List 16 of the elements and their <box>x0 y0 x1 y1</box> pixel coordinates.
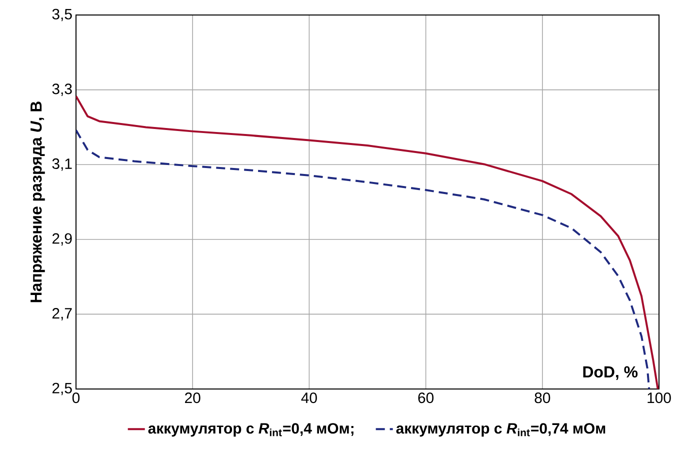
legend-label: аккумулятор с R$_{int}$=0,4 мОм; <box>148 423 354 437</box>
x-tick-label: 0 <box>72 392 80 404</box>
y-tick-label: 3,5 <box>52 8 72 22</box>
x-axis-title: DoD, % <box>583 366 638 380</box>
x-tick-label: 80 <box>534 392 550 404</box>
x-tick-label: 20 <box>185 392 200 404</box>
legend-label: аккумулятор с R$_{int}$=0,74 мОм <box>396 423 606 437</box>
y-tick-label: 2,9 <box>52 233 72 246</box>
y-tick-label: 2,7 <box>52 308 72 320</box>
text: Напряжение разряда U, В <box>30 102 45 302</box>
y-tick-label: 3,1 <box>52 158 72 171</box>
x-tick-label: 60 <box>418 392 434 404</box>
y-tick-label: 2,5 <box>52 382 72 396</box>
y-tick-label: 3,3 <box>52 84 72 96</box>
x-tick-label: 40 <box>301 392 317 404</box>
x-tick-label: 100 <box>648 392 671 404</box>
